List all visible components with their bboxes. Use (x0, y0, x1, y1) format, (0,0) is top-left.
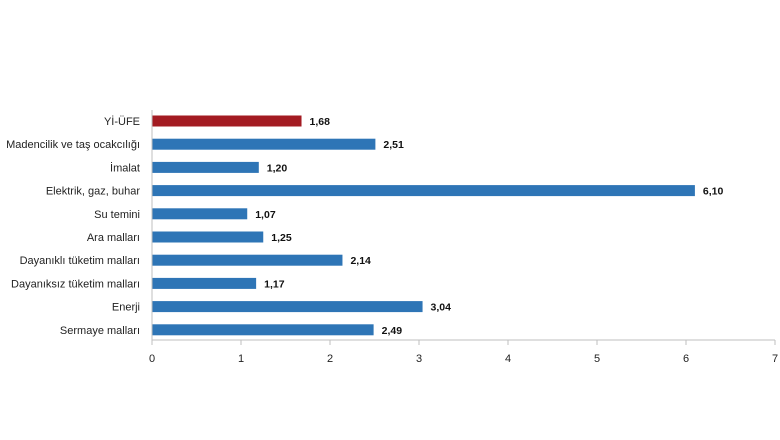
x-tick-label: 3 (416, 353, 422, 365)
x-tick-label: 2 (327, 353, 333, 365)
bar (152, 185, 695, 197)
bar (152, 324, 374, 336)
bar (152, 115, 302, 127)
x-tick-label: 6 (683, 353, 689, 365)
axes: 0 1 2 3 4 5 6 7 (149, 110, 778, 365)
bar (152, 138, 376, 150)
data-label: 3,04 (431, 302, 452, 314)
category-label: İmalat (110, 161, 140, 174)
data-label: 1,68 (310, 116, 331, 128)
data-label: 2,51 (383, 139, 404, 151)
category-label: Enerji (112, 302, 140, 314)
category-label: Ara malları (87, 232, 140, 244)
category-label: Yİ-ÜFE (104, 115, 140, 128)
data-label: 2,49 (382, 325, 403, 337)
category-label: Elektrik, gaz, buhar (46, 186, 140, 198)
bar (152, 277, 257, 289)
x-tick-label: 0 (149, 353, 155, 365)
data-label: 1,25 (271, 232, 292, 244)
data-label: 1,17 (264, 278, 285, 290)
bars: Yİ-ÜFE 1,68 Madencilik ve taş ocakcılığı 2,… (6, 115, 723, 337)
x-tick-label: 5 (594, 353, 600, 365)
x-tick-label: 4 (505, 353, 511, 365)
bar (152, 161, 259, 173)
category-label: Madencilik ve taş ocakcılığı (6, 139, 140, 151)
bar (152, 254, 343, 266)
category-label: Su temini (94, 209, 140, 221)
x-tick-label: 7 (772, 353, 778, 365)
bar (152, 208, 248, 220)
category-label: Sermaye malları (60, 325, 140, 337)
bar (152, 301, 423, 313)
category-label: Dayanıklı tüketim malları (20, 255, 140, 267)
data-label: 6,10 (703, 186, 724, 198)
data-label: 2,14 (350, 255, 371, 267)
data-label: 1,07 (255, 209, 276, 221)
bar (152, 231, 264, 243)
category-label: Dayanıksız tüketim malları (11, 278, 140, 290)
data-label: 1,20 (267, 162, 288, 174)
x-tick-label: 1 (238, 353, 244, 365)
